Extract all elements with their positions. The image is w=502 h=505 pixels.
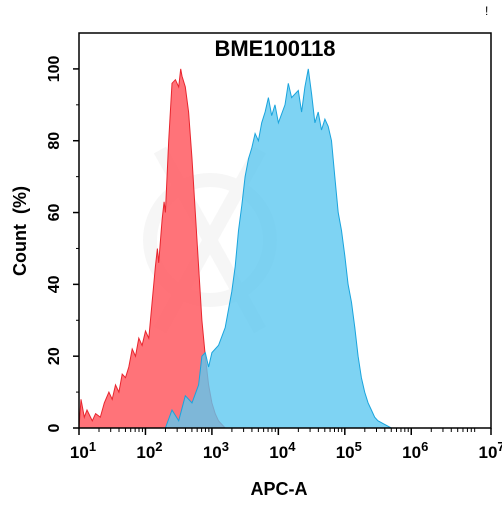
x-tick-label: 101 bbox=[70, 439, 96, 462]
y-tick-label: 20 bbox=[46, 347, 63, 365]
y-tick-label: 100 bbox=[46, 55, 63, 82]
y-tick-label: 0 bbox=[46, 423, 63, 432]
x-axis: 101 102 103 104 105 106 107.2 bbox=[70, 428, 502, 462]
x-tick-label: 104 bbox=[269, 439, 296, 462]
series-layer bbox=[78, 68, 392, 429]
histogram-series-1 bbox=[78, 68, 227, 429]
corner-mark: ! bbox=[485, 4, 488, 18]
x-tick-label: 105 bbox=[336, 439, 362, 462]
x-tick-label: 107.2 bbox=[479, 439, 502, 462]
y-tick-label: 40 bbox=[46, 275, 63, 293]
plot-frame bbox=[78, 32, 492, 429]
histogram-series-2 bbox=[164, 68, 392, 429]
y-axis-label: Count (%) bbox=[10, 186, 30, 276]
x-tick-label: 106 bbox=[402, 439, 428, 462]
x-axis-label: APC-A bbox=[251, 479, 308, 499]
y-tick-label: 80 bbox=[46, 132, 63, 150]
x-tick-label: 102 bbox=[136, 439, 162, 462]
chart-title: BME100118 bbox=[214, 36, 335, 61]
y-axis: 0 20 40 60 80 100 bbox=[46, 55, 79, 432]
y-tick-label: 60 bbox=[46, 204, 63, 222]
x-tick-label: 103 bbox=[203, 439, 229, 462]
